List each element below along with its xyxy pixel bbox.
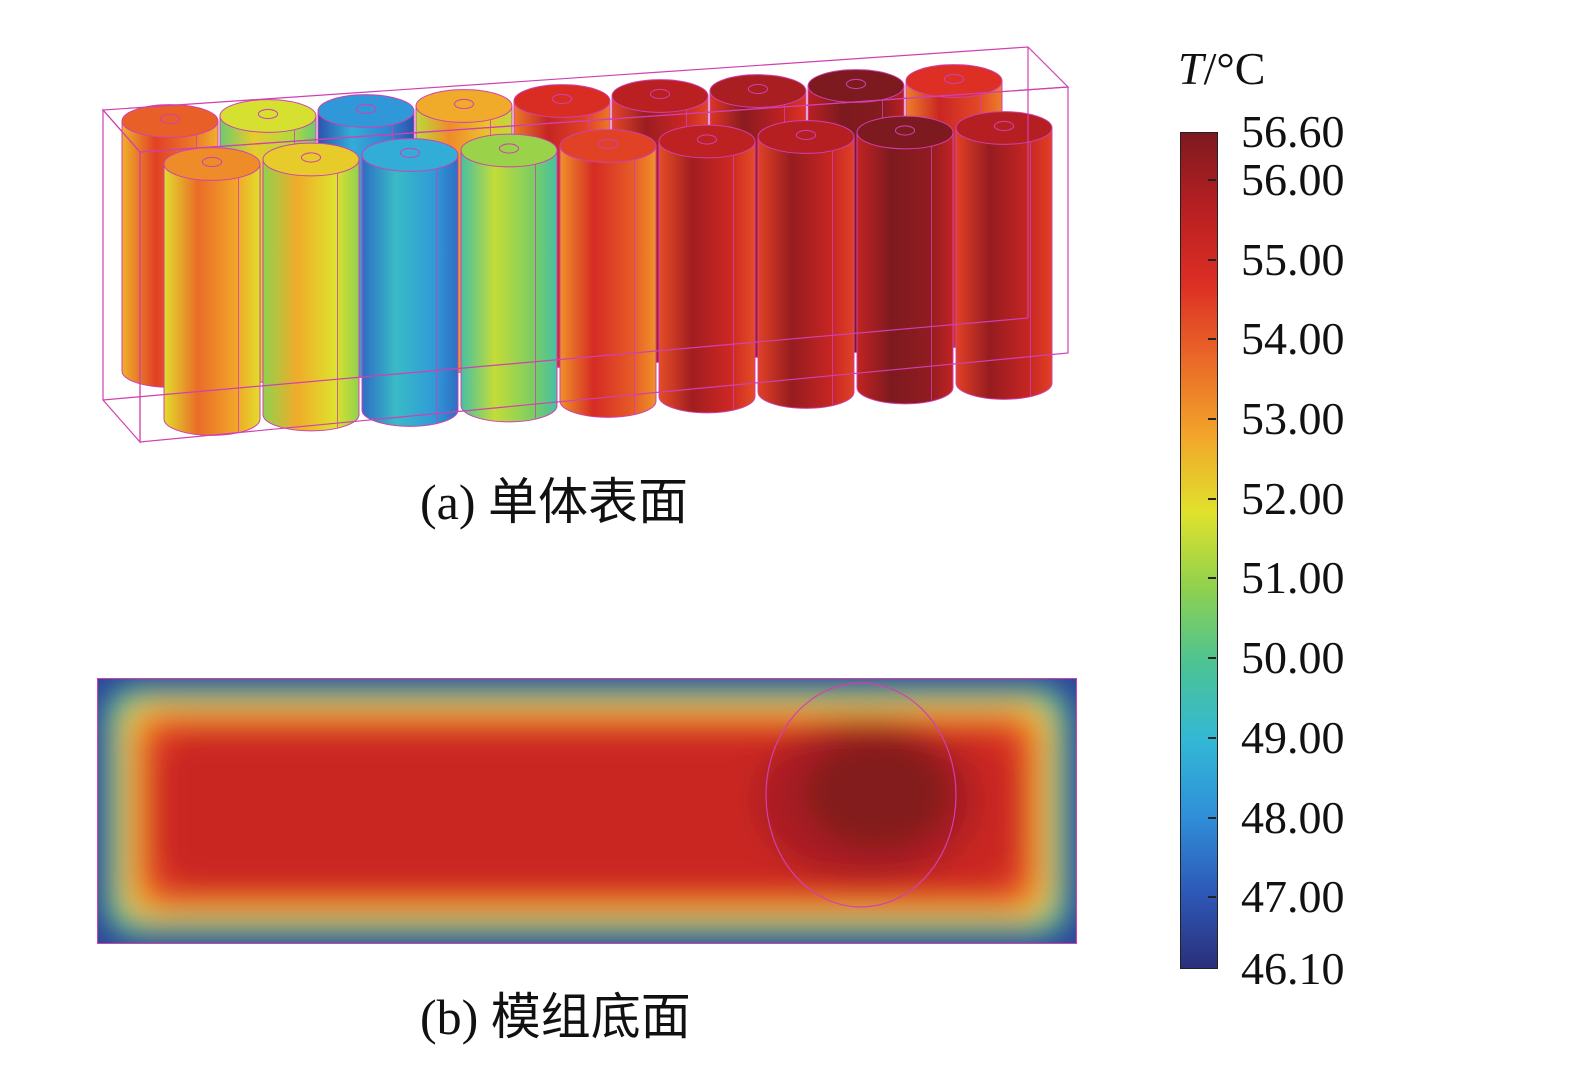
legend-tick-label: 46.10 [1241,943,1345,994]
cell-front [658,124,756,414]
cell-terminal [159,113,181,125]
cell-terminal [795,129,817,141]
legend-tick-label: 52.00 [1241,472,1345,524]
cell-top [460,133,558,168]
legend-tick-mark [1208,657,1216,660]
cell-top [513,84,611,118]
cell-front [460,133,558,423]
legend-tick-mark [1208,338,1216,341]
legend-tick-label: 47.00 [1241,871,1345,923]
cell-terminal [551,93,573,105]
cell-front [361,138,459,427]
cell-top [658,124,756,159]
cell-terminal [355,103,377,115]
cell-top [905,64,1003,98]
legend-tick-mark [1208,577,1216,580]
bottom-field [105,686,1069,936]
cell-top [559,129,657,163]
legend-unit: /°C [1203,43,1266,94]
cell-terminal [300,152,322,163]
legend-tick-label: 56.60 [1241,106,1345,157]
cell-top [262,142,360,177]
cell-top [709,74,807,108]
cell-top [757,120,855,154]
cell-body [361,154,459,427]
box-edge [102,317,1029,401]
caption-a: (a) 单体表面 [420,474,688,530]
legend-tick-mark [1208,258,1216,261]
legend-tick-label: 49.00 [1241,711,1345,763]
cell-surface-svg [101,46,1070,444]
legend-tick-mark [1208,178,1216,181]
cell-terminal [399,147,421,159]
cell-body [757,136,855,409]
cell-terminal [498,143,520,154]
cell-top [611,79,709,113]
cell-terminal [747,83,769,95]
legend-tick-mark [1208,816,1216,819]
cell-terminal [257,108,279,120]
cell-terminal [453,98,475,110]
bottom-border [97,678,1077,944]
legend-tick-label: 53.00 [1241,392,1345,444]
legend-tick-label: 55.00 [1241,233,1345,285]
legend-tick-mark [1208,497,1216,500]
caption-b: (b) 模组底面 [420,989,691,1045]
cell-top [807,69,905,103]
cell-terminal [993,120,1015,132]
temperature-legend: T/°C 56.60 56.00 55.00 54.00 53.00 52.00 51.00… [1170,40,1430,992]
cell-body [163,163,261,436]
cell-body [559,145,657,418]
cell-top [317,94,415,128]
cell-top [955,111,1053,145]
cell-terminal [845,78,867,90]
colorbar [1180,132,1218,969]
legend-tick-label: 51.00 [1241,552,1345,604]
legend-symbol: T [1178,43,1204,94]
legend-tick-label: 50.00 [1241,632,1345,684]
cell-terminal [649,88,671,100]
cell-body [658,141,756,414]
cell-top [856,115,954,150]
module-bottom-svg [97,678,1077,944]
cell-front [856,115,954,405]
cell-top [121,104,219,138]
cell-body [856,132,954,405]
cell-body [460,150,558,423]
legend-tick-mark [1208,417,1216,420]
hotspot-outline [765,682,957,908]
cell-top [361,138,459,172]
legend-tick-mark [1208,896,1216,899]
hotspot-inner [805,738,949,848]
module-box [101,46,1070,444]
cell-front [262,142,360,432]
cell-body [262,159,360,432]
legend-tick-label: 54.00 [1241,313,1345,365]
module-bottom-view [97,678,1077,944]
cell-surface-view [95,40,1090,450]
cell-front [757,120,855,409]
cell-terminal [201,156,223,168]
cell-terminal [943,73,965,85]
box-front [139,86,1069,443]
cell-terminal [696,134,718,145]
legend-tick-mark [1208,736,1216,739]
legend-tick-label: 56.00 [1241,153,1345,205]
legend-title: T/°C [1178,46,1265,92]
legend-tick-label: 48.00 [1241,791,1345,843]
cell-terminal [894,125,916,136]
cell-top [163,147,261,181]
cell-top [415,89,513,123]
cell-top [219,99,317,133]
cell-terminal [597,138,619,150]
cell-front [163,147,261,436]
cell-front [559,129,657,418]
